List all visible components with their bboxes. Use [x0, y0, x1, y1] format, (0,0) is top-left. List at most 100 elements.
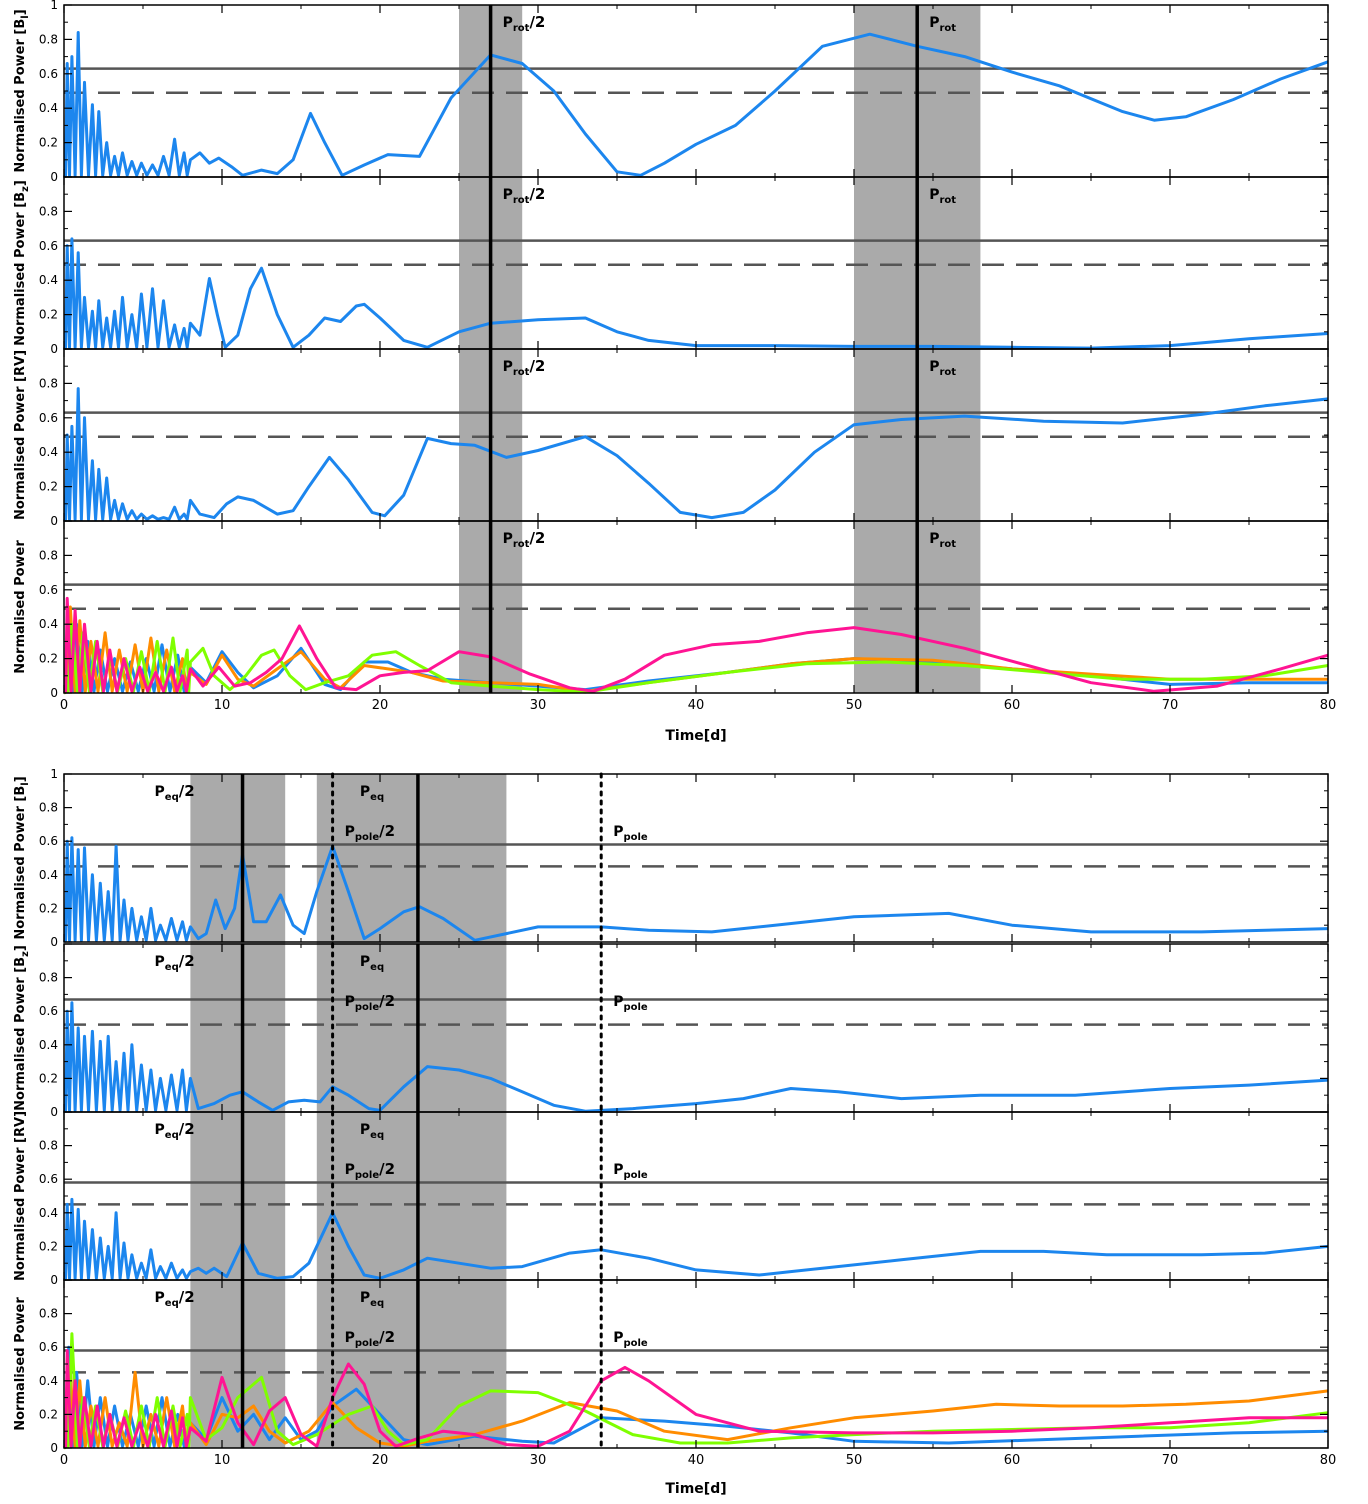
y-axis-label: Normalised Power [Bz] [13, 180, 31, 346]
y-tick-label: 0 [50, 1273, 58, 1287]
series-line [63, 1370, 1329, 1450]
y-tick-label: 1 [50, 0, 58, 12]
panel-top-0: 0 0.2 0.4 0.6 0.8 1 Normalised Power [Bl] Prot/… [13, 0, 1329, 184]
y-axis-label: Normalised Power [Bl] [13, 776, 31, 939]
y-tick-label: 0.4 [39, 1206, 58, 1220]
y-tick-label: 0 [50, 686, 58, 700]
y-tick-label: 0.2 [39, 1407, 58, 1421]
series-line [62, 1197, 1329, 1282]
series-line [63, 622, 1329, 695]
y-tick-label: 0 [50, 1105, 58, 1119]
x-tick-label: 80 [1320, 698, 1337, 713]
panel-bottom-1: 0 0.2 0.4 0.6 0.8 Normalised Power [Bz] Peq/2 P… [13, 942, 1329, 1119]
x-tick-label: 80 [1320, 1453, 1337, 1468]
panel-frame [63, 176, 1329, 350]
shaded-band [316, 774, 507, 1448]
x-tick-label: 60 [1004, 1453, 1021, 1468]
x-tick-label: 40 [688, 1453, 705, 1468]
y-tick-label: 0.6 [39, 834, 58, 848]
y-tick-label: 0.4 [39, 273, 58, 287]
y-tick-label: 0.8 [39, 376, 58, 390]
period-marker-label: Prot/2 [503, 357, 546, 378]
period-marker-label: Peq/2 [155, 1288, 195, 1309]
y-axis-label: Normalised Power [RV] [13, 350, 28, 520]
x-tick-label: 10 [214, 1453, 231, 1468]
y-axis-label: Normalised Power [Bz] [13, 945, 31, 1111]
y-axis-label: Normalised Power [13, 1297, 28, 1431]
x-tick-label: 70 [1162, 698, 1179, 713]
y-tick-label: 0.6 [39, 1340, 58, 1354]
panel-frame [63, 4, 1329, 178]
y-axis-label: Normalised Power [RV] [13, 1111, 28, 1281]
x-tick-label: 10 [214, 698, 231, 713]
y-tick-label: 0.8 [39, 548, 58, 562]
y-tick-label: 0.2 [39, 901, 58, 915]
y-tick-label: 0.4 [39, 617, 58, 631]
series-line [62, 31, 1329, 179]
x-tick-label: 20 [372, 698, 389, 713]
period-marker-label: Ppole [613, 994, 648, 1013]
panel-top-1: 0 0.2 0.4 0.6 0.8 Normalised Power [Bz] Prot/2… [13, 176, 1329, 356]
x-axis-label: Time[d] [665, 1481, 726, 1497]
period-marker-label: Ppole [613, 1162, 648, 1181]
x-tick-label: 50 [846, 698, 863, 713]
period-marker-label: Peq/2 [155, 1120, 195, 1141]
y-axis-label: Normalised Power [Bl] [13, 9, 31, 172]
period-marker-label: Peq/2 [155, 782, 195, 803]
period-marker-label: Prot/2 [503, 13, 546, 34]
y-tick-label: 0.6 [39, 583, 58, 597]
series-line [62, 836, 1329, 944]
y-tick-label: 0 [50, 514, 58, 528]
y-tick-label: 0.2 [39, 652, 58, 666]
y-tick-label: 0.4 [39, 1038, 58, 1052]
y-axis-label: Normalised Power [13, 540, 28, 674]
figure-bottom: 0 0.2 0.4 0.6 0.8 1 Normalised Power [Bl] Peq/2… [13, 767, 1336, 1497]
y-tick-label: 0.8 [39, 204, 58, 218]
y-tick-label: 0.8 [39, 801, 58, 815]
y-tick-label: 0.6 [39, 411, 58, 425]
y-tick-label: 1 [50, 767, 58, 781]
y-tick-label: 0.6 [39, 239, 58, 253]
x-tick-label: 70 [1162, 1453, 1179, 1468]
y-tick-label: 0.2 [39, 1239, 58, 1253]
y-tick-label: 0.2 [39, 480, 58, 494]
y-tick-label: 0.8 [39, 1139, 58, 1153]
panel-top-2: 0 0.2 0.4 0.6 0.8 Normalised Power [RV] Prot/2… [13, 348, 1329, 528]
y-tick-label: 0 [50, 342, 58, 356]
panel-frame [63, 348, 1329, 522]
x-tick-label: 40 [688, 698, 705, 713]
period-marker-label: Prot/2 [503, 529, 546, 550]
y-tick-label: 0.6 [39, 67, 58, 81]
y-tick-label: 0.6 [39, 1004, 58, 1018]
y-tick-label: 0.2 [39, 308, 58, 322]
y-tick-label: 0.2 [39, 136, 58, 150]
y-tick-label: 0.2 [39, 1071, 58, 1085]
y-tick-label: 0.4 [39, 868, 58, 882]
y-tick-label: 0.6 [39, 1172, 58, 1186]
y-tick-label: 0.8 [39, 971, 58, 985]
x-axis-label: Time[d] [665, 728, 726, 744]
x-tick-label: 30 [530, 698, 547, 713]
y-tick-label: 0.4 [39, 101, 58, 115]
x-tick-label: 0 [60, 698, 68, 713]
y-tick-label: 0 [50, 1441, 58, 1455]
series-line [62, 1001, 1329, 1114]
period-marker-label: Peq/2 [155, 952, 195, 973]
x-tick-label: 50 [846, 1453, 863, 1468]
series-line [62, 596, 1329, 695]
y-tick-label: 0 [50, 170, 58, 184]
x-tick-label: 30 [530, 1453, 547, 1468]
series-line [62, 237, 1329, 351]
series-line [62, 1349, 1328, 1450]
y-tick-label: 0 [50, 935, 58, 949]
series-line [62, 387, 1329, 523]
x-tick-label: 0 [60, 1453, 68, 1468]
x-tick-label: 60 [1004, 698, 1021, 713]
y-tick-label: 0.4 [39, 445, 58, 459]
figure-top: 0 0.2 0.4 0.6 0.8 1 Normalised Power [Bl] Prot/… [13, 0, 1336, 744]
period-marker-label: Prot/2 [503, 185, 546, 206]
period-marker-label: Ppole [613, 1330, 648, 1349]
